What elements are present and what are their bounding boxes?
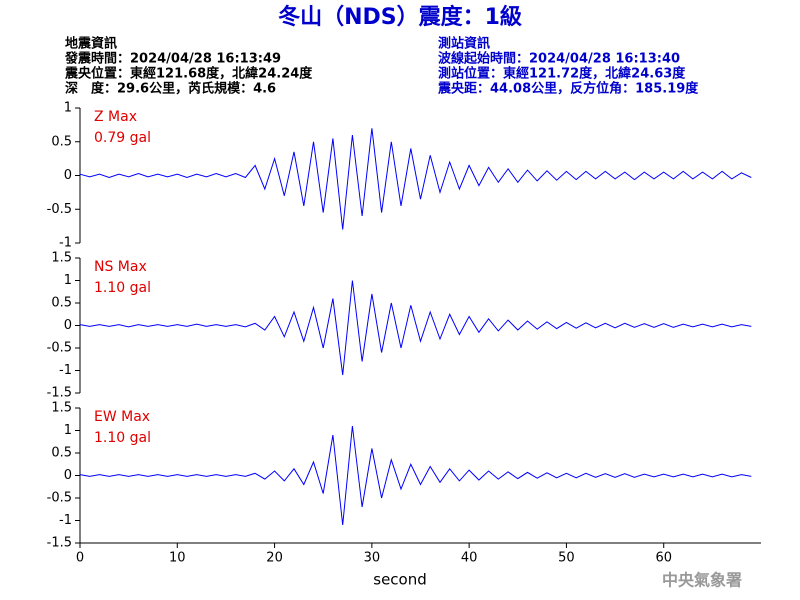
y-tick-label: -1 [59, 363, 72, 378]
info-right: 波線起始時間：2024/04/28 16:13:40 [438, 51, 680, 67]
waveform [79, 128, 752, 230]
x-tick-label: 0 [76, 551, 84, 566]
component-label: EW Max [94, 409, 150, 425]
max-label: 1.10 gal [94, 430, 151, 446]
y-tick-label: 0.5 [51, 296, 72, 311]
info-right: 測站資訊 [438, 36, 490, 52]
y-tick-label: -1.5 [47, 386, 72, 401]
info-right: 震央距：44.08公里，反方位角：185.19度 [437, 81, 699, 97]
y-tick-label: 1 [64, 273, 72, 288]
y-tick-label: 0 [64, 318, 72, 333]
y-tick-label: 1.5 [51, 401, 72, 416]
waveform [79, 425, 752, 526]
x-tick-label: 20 [266, 551, 283, 566]
component-label: NS Max [94, 259, 147, 275]
watermark: 中央氣象署 [662, 571, 742, 590]
x-tick-label: 10 [169, 551, 186, 566]
info-right: 測站位置：東經121.72度，北緯24.63度 [438, 66, 686, 82]
y-tick-label: -1.5 [47, 536, 72, 551]
x-axis-label: second [373, 571, 427, 589]
x-tick-label: 60 [655, 551, 672, 566]
y-tick-label: -1 [59, 236, 72, 251]
y-tick-label: -0.5 [47, 491, 72, 506]
max-label: 0.79 gal [94, 130, 151, 146]
x-tick-label: 50 [558, 551, 575, 566]
y-tick-label: 1 [64, 101, 72, 116]
y-tick-label: 0.5 [51, 446, 72, 461]
y-tick-label: 0.5 [51, 134, 72, 149]
waveform [79, 280, 752, 376]
x-tick-label: 30 [364, 551, 381, 566]
max-label: 1.10 gal [94, 280, 151, 296]
y-tick-label: -0.5 [47, 202, 72, 217]
component-label: Z Max [94, 109, 137, 125]
info-left: 震央位置：東經121.68度，北緯24.24度 [64, 66, 313, 82]
y-tick-label: -0.5 [47, 341, 72, 356]
y-tick-label: 0 [64, 468, 72, 483]
info-left: 發震時間：2024/04/28 16:13:49 [64, 51, 281, 67]
info-left: 地震資訊 [65, 36, 117, 52]
info-left: 深 度：29.6公里，芮氏規模：4.6 [65, 81, 276, 97]
x-tick-label: 40 [461, 551, 478, 566]
y-tick-label: -1 [59, 513, 72, 528]
y-tick-label: 1.5 [51, 251, 72, 266]
y-tick-label: 1 [64, 423, 72, 438]
y-tick-label: 0 [64, 168, 72, 183]
chart-title: 冬山（NDS）震度：1級 [278, 4, 522, 30]
